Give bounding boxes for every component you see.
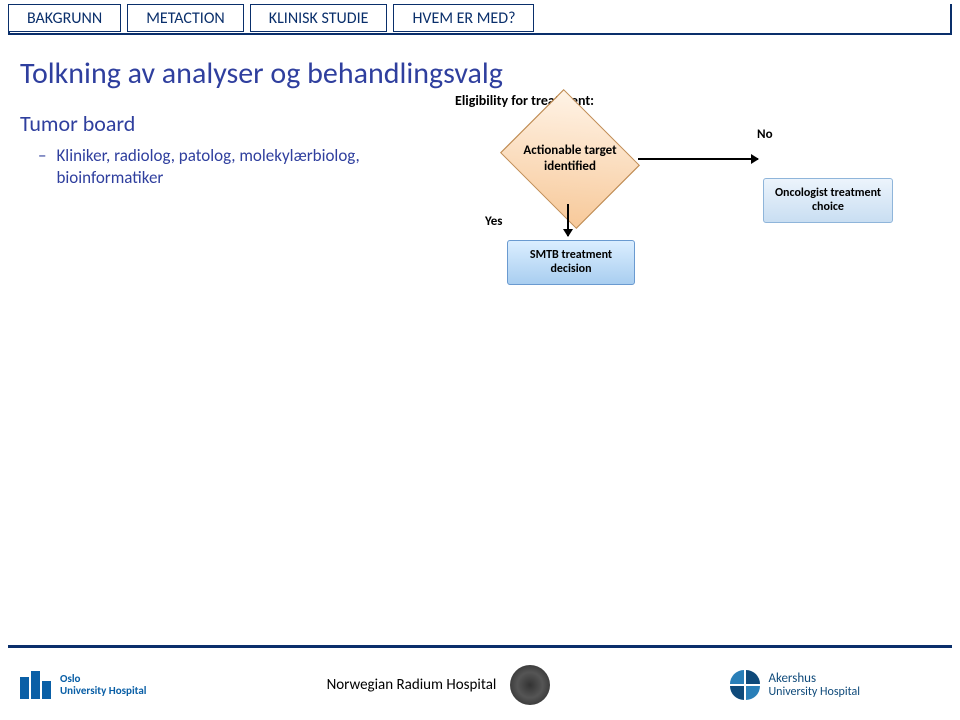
akershus-hospital-logo: Akershus University Hospital	[730, 670, 860, 700]
tab-klinisk-studie[interactable]: KLINISK STUDIE	[250, 4, 388, 32]
arrow-right-icon	[638, 158, 758, 160]
oncologist-box: Oncologist treatment choice	[763, 178, 893, 223]
no-label: No	[757, 127, 773, 142]
flowchart: Eligibility for treatment: Actionable ta…	[455, 92, 955, 312]
bullet-text: Kliniker, radiolog, patolog, molekylærbi…	[56, 145, 398, 189]
akershus-mark-icon	[730, 670, 760, 700]
oslo-hospital-logo: Oslo University Hospital	[20, 671, 147, 699]
center-text: Norwegian Radium Hospital	[327, 676, 497, 694]
arrow-down-icon	[567, 204, 569, 236]
tab-metaction[interactable]: METACTION	[127, 4, 244, 32]
bullet-item: – Kliniker, radiolog, patolog, molekylær…	[38, 145, 398, 189]
tab-bakgrunn[interactable]: BAKGRUNN	[8, 4, 121, 32]
seal-icon	[510, 665, 550, 705]
decision-diamond: Actionable target identified	[505, 114, 635, 204]
akershus-line2: University Hospital	[768, 686, 860, 699]
decision-label: Actionable target identified	[505, 114, 635, 204]
oslo-mark-icon	[20, 671, 52, 699]
page-title: Tolkning av analyser og behandlingsvalg	[20, 55, 940, 92]
yes-label: Yes	[485, 214, 502, 229]
smtb-box: SMTB treatment decision	[507, 240, 635, 285]
oslo-line2: University Hospital	[60, 685, 147, 697]
tab-hvem-er-med[interactable]: HVEM ER MED?	[393, 4, 534, 32]
bullet-dash-icon: –	[38, 145, 46, 167]
akershus-line1: Akershus	[768, 672, 860, 686]
footer: Oslo University Hospital Norwegian Radiu…	[0, 650, 960, 720]
tab-bar: BAKGRUNN METACTION KLINISK STUDIE HVEM E…	[8, 4, 952, 32]
